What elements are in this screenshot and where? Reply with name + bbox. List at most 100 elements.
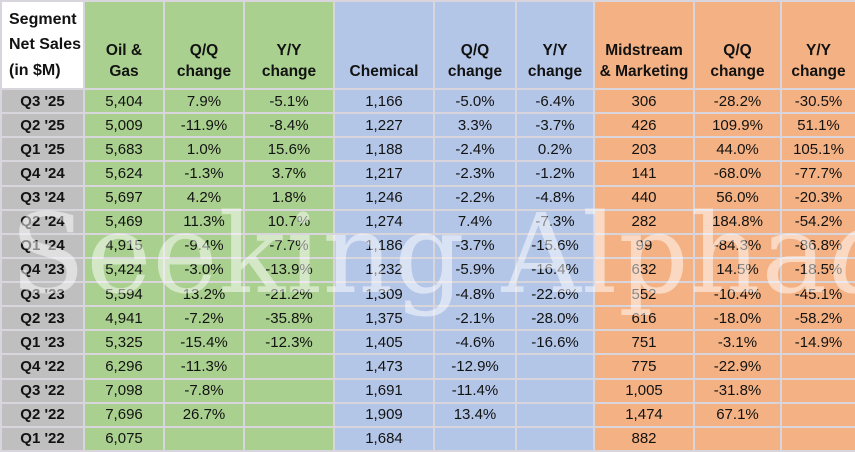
value-cell: -45.1% [780, 280, 855, 308]
period-cell: Q4 '22 [0, 353, 85, 380]
value-cell: 4,915 [83, 232, 165, 259]
value-cell: 15.6% [243, 136, 335, 163]
value-cell: 7,696 [83, 401, 165, 428]
value-cell: 751 [593, 329, 695, 356]
value-cell: 4,941 [83, 305, 165, 332]
table-header-row: Segment Net Sales (in $M) Oil & Gas Q/Q c… [0, 0, 855, 90]
value-cell: -7.7% [243, 232, 335, 259]
value-cell: 26.7% [163, 401, 245, 428]
value-cell: 1,246 [333, 184, 435, 211]
value-cell: -14.9% [780, 329, 855, 356]
value-cell: 282 [593, 208, 695, 235]
value-cell: -6.4% [515, 87, 595, 115]
corner-header-cell: Segment Net Sales (in $M) [0, 0, 85, 90]
column-header-y-y-change: Y/Y change [243, 0, 335, 90]
value-cell: 426 [593, 112, 695, 139]
value-cell: -7.3% [515, 208, 595, 235]
value-cell: 775 [593, 353, 695, 380]
period-cell: Q4 '23 [0, 256, 85, 284]
value-cell: 1,005 [593, 377, 695, 404]
value-cell: -8.4% [243, 112, 335, 139]
value-cell: 5,009 [83, 112, 165, 139]
value-cell: 1,405 [333, 329, 435, 356]
value-cell: -7.8% [163, 377, 245, 404]
value-cell: 6,075 [83, 425, 165, 452]
table-row-q1-24: Q1 '24 4,915 -9.4% -7.7% 1,186 -3.7% -15.6% 99-… [0, 232, 855, 259]
value-cell: -5.1% [243, 87, 335, 115]
period-cell: Q1 '22 [0, 425, 85, 452]
value-cell: -77.7% [780, 160, 855, 187]
value-cell [243, 425, 335, 452]
value-cell: -5.9% [433, 256, 517, 284]
value-cell: -3.1% [693, 329, 782, 356]
value-cell: 5,624 [83, 160, 165, 187]
value-cell: -16.6% [515, 329, 595, 356]
value-cell: 6,296 [83, 353, 165, 380]
value-cell: 1,232 [333, 256, 435, 284]
value-cell: -11.3% [163, 353, 245, 380]
period-cell: Q3 '24 [0, 184, 85, 211]
value-cell: 1,227 [333, 112, 435, 139]
period-cell: Q3 '22 [0, 377, 85, 404]
table-row-q2-23: Q2 '23 4,941 -7.2% -35.8% 1,375 -2.1% -28.0% 61… [0, 305, 855, 332]
value-cell: 5,325 [83, 329, 165, 356]
column-header-q-q-change: Q/Q change [693, 0, 782, 90]
value-cell: 1,684 [333, 425, 435, 452]
value-cell: -11.4% [433, 377, 517, 404]
value-cell: 1,375 [333, 305, 435, 332]
value-cell: 5,594 [83, 280, 165, 308]
value-cell: 306 [593, 87, 695, 115]
value-cell: 67.1% [693, 401, 782, 428]
value-cell: 51.1% [780, 112, 855, 139]
value-cell: -84.3% [693, 232, 782, 259]
value-cell [693, 425, 782, 452]
value-cell: -31.8% [693, 377, 782, 404]
value-cell: 13.2% [163, 280, 245, 308]
column-header-midstream-marketing: Midstream & Marketing [593, 0, 695, 90]
value-cell: 1,166 [333, 87, 435, 115]
value-cell: 440 [593, 184, 695, 211]
value-cell [780, 353, 855, 380]
table-body: Q3 '25 5,404 7.9% -5.1% 1,166 -5.0% -6.4% 306 -2… [0, 87, 855, 452]
table-row-q1-25: Q1 '25 5,683 1.0% 15.6% 1,188 -2.4% 0.2% 203 44.… [0, 136, 855, 163]
value-cell [515, 377, 595, 404]
period-cell: Q3 '23 [0, 280, 85, 308]
value-cell [780, 425, 855, 452]
value-cell: 552 [593, 280, 695, 308]
value-cell: -15.6% [515, 232, 595, 259]
value-cell: 1,309 [333, 280, 435, 308]
value-cell: 1.8% [243, 184, 335, 211]
value-cell: 5,404 [83, 87, 165, 115]
value-cell: 1,274 [333, 208, 435, 235]
value-cell: 56.0% [693, 184, 782, 211]
table-row-q1-22: Q1 '22 6,075 1,684 882 [0, 425, 855, 452]
period-cell: Q1 '23 [0, 329, 85, 356]
value-cell [243, 353, 335, 380]
value-cell: -1.3% [163, 160, 245, 187]
value-cell: -3.7% [433, 232, 517, 259]
value-cell: 7,098 [83, 377, 165, 404]
value-cell: 5,697 [83, 184, 165, 211]
value-cell: 7.9% [163, 87, 245, 115]
value-cell: 5,683 [83, 136, 165, 163]
value-cell: -30.5% [780, 87, 855, 115]
value-cell: 5,424 [83, 256, 165, 284]
value-cell: 141 [593, 160, 695, 187]
value-cell: 14.5% [693, 256, 782, 284]
table-row-q2-24: Q2 '24 5,469 11.3% 10.7% 1,274 7.4% -7.3% 282 18… [0, 208, 855, 235]
value-cell: 44.0% [693, 136, 782, 163]
value-cell: -12.3% [243, 329, 335, 356]
value-cell: 1.0% [163, 136, 245, 163]
value-cell [433, 425, 517, 452]
value-cell [163, 425, 245, 452]
value-cell [515, 401, 595, 428]
value-cell: -28.2% [693, 87, 782, 115]
table-row-q3-22: Q3 '22 7,098 -7.8% 1,691 -11.4% 1,005 -31.8% [0, 377, 855, 404]
value-cell: 99 [593, 232, 695, 259]
value-cell: 7.4% [433, 208, 517, 235]
column-header-y-y-change: Y/Y change [515, 0, 595, 90]
value-cell: -10.4% [693, 280, 782, 308]
value-cell: -11.9% [163, 112, 245, 139]
value-cell: -4.6% [433, 329, 517, 356]
